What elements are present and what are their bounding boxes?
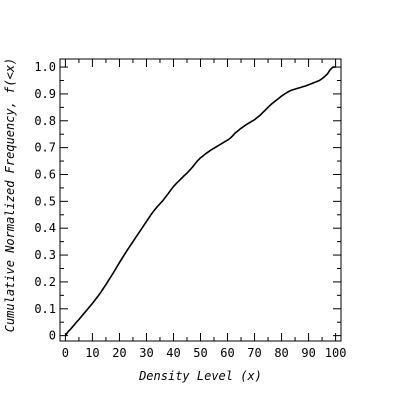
y-tick-label: 0.4 — [34, 221, 56, 235]
x-tick-labels: 0 10 20 30 40 50 60 70 80 90 100 — [62, 346, 347, 360]
x-tick-label: 80 — [274, 346, 288, 360]
x-tick-label: 60 — [220, 346, 234, 360]
x-tick-label: 100 — [325, 346, 347, 360]
y-tick-label: 0 — [49, 329, 56, 343]
x-tick-label: 40 — [166, 346, 180, 360]
y-tick-label: 0.6 — [34, 167, 56, 181]
series-line — [64, 66, 336, 337]
plot-frame — [59, 58, 342, 342]
y-axis-title: Cumulative Normalized Frequency, f(<x) — [3, 58, 17, 333]
tick-marks — [60, 59, 341, 341]
x-tick-label: 30 — [139, 346, 153, 360]
x-tick-label: 20 — [112, 346, 126, 360]
y-tick-labels: 0 0.1 0.2 0.3 0.4 0.5 0.6 0.7 0.8 0.9 1.0 — [34, 60, 56, 343]
x-tick-label: 90 — [301, 346, 315, 360]
y-tick-label: 1.0 — [34, 60, 56, 74]
y-tick-label: 0.1 — [34, 302, 56, 316]
y-tick-label: 0.3 — [34, 248, 56, 262]
y-tick-label: 0.2 — [34, 275, 56, 289]
x-tick-label: 0 — [62, 346, 69, 360]
y-tick-label: 0.7 — [34, 141, 56, 155]
y-tick-label: 0.5 — [34, 194, 56, 208]
x-tick-label: 70 — [247, 346, 261, 360]
y-tick-label: 0.8 — [34, 114, 56, 128]
y-tick-label: 0.9 — [34, 87, 56, 101]
x-tick-label: 10 — [85, 346, 99, 360]
x-tick-label: 50 — [193, 346, 207, 360]
x-axis-title: Density Level (x) — [138, 369, 262, 383]
